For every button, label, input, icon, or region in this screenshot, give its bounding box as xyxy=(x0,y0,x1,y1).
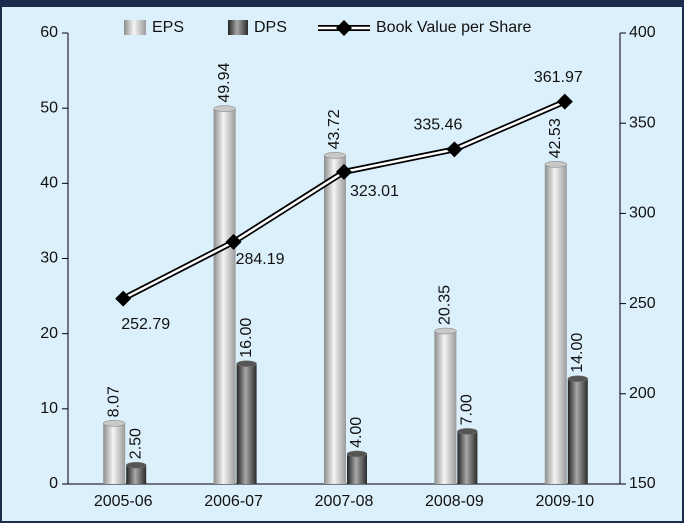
y2-tick-label: 150 xyxy=(629,475,656,492)
y-tick-label: 20 xyxy=(40,325,58,342)
data-label: 42.53 xyxy=(547,118,564,158)
bar xyxy=(213,108,236,484)
data-label: 43.72 xyxy=(326,109,343,149)
bar xyxy=(434,331,457,484)
y-tick-label: 0 xyxy=(49,475,58,492)
y-tick-label: 50 xyxy=(40,99,58,116)
x-tick-label: 2006-07 xyxy=(204,493,263,510)
data-label: 14.00 xyxy=(569,333,586,373)
bar-cap xyxy=(125,461,147,469)
bar xyxy=(457,431,478,484)
x-tick-label: 2008-09 xyxy=(425,493,484,510)
bar xyxy=(126,465,147,484)
bar-cap xyxy=(323,152,347,159)
bar xyxy=(324,155,346,484)
data-label: 2.50 xyxy=(127,428,144,459)
y2-tick-label: 300 xyxy=(629,205,656,222)
bar-cap xyxy=(434,327,457,335)
data-label: 20.35 xyxy=(437,285,454,325)
data-label: 8.07 xyxy=(105,386,122,417)
legend-label: Book Value per Share xyxy=(376,19,531,36)
legend-label: DPS xyxy=(254,19,287,36)
data-label: 323.01 xyxy=(350,183,399,200)
bar-cap xyxy=(544,161,568,168)
bar-cap xyxy=(102,420,126,427)
marker xyxy=(446,141,463,158)
legend-swatch xyxy=(124,20,146,35)
legend-label: EPS xyxy=(152,19,184,36)
x-tick-label: 2007-08 xyxy=(315,493,374,510)
bar xyxy=(567,378,588,484)
y2-tick-label: 350 xyxy=(629,114,656,131)
top-strip xyxy=(0,0,684,7)
bar xyxy=(103,423,126,484)
legend-swatch xyxy=(336,20,352,36)
data-label: 335.46 xyxy=(413,117,462,134)
y2-tick-label: 400 xyxy=(629,24,656,41)
data-label: 361.97 xyxy=(534,69,583,86)
bar-cap xyxy=(457,428,478,435)
bar xyxy=(236,363,257,484)
marker xyxy=(336,163,352,180)
data-label: 4.00 xyxy=(348,417,365,448)
bar-cap xyxy=(213,105,236,112)
x-tick-label: 2005-06 xyxy=(94,493,153,510)
marker xyxy=(115,290,132,307)
data-label: 7.00 xyxy=(459,394,476,425)
marker xyxy=(225,233,242,250)
legend-swatch xyxy=(228,20,248,35)
bar-cap xyxy=(236,360,257,367)
bar xyxy=(544,164,567,484)
x-tick-label: 2009-10 xyxy=(535,493,594,510)
bar xyxy=(347,453,367,484)
bar-cap xyxy=(346,450,368,458)
y-tick-label: 30 xyxy=(40,250,58,267)
legend: EPS DPS Book Value per Share xyxy=(124,19,531,36)
y-tick-label: 40 xyxy=(40,175,58,192)
data-label: 252.79 xyxy=(121,316,170,333)
data-label: 284.19 xyxy=(236,251,285,268)
y-tick-label: 10 xyxy=(40,400,58,417)
y-tick-label: 60 xyxy=(40,24,58,41)
y2-tick-label: 250 xyxy=(629,295,656,312)
marker xyxy=(556,93,573,110)
data-label: 49.94 xyxy=(216,62,233,102)
y2-tick-label: 200 xyxy=(629,385,656,402)
data-label: 16.00 xyxy=(238,318,255,358)
bar-cap xyxy=(567,375,589,383)
